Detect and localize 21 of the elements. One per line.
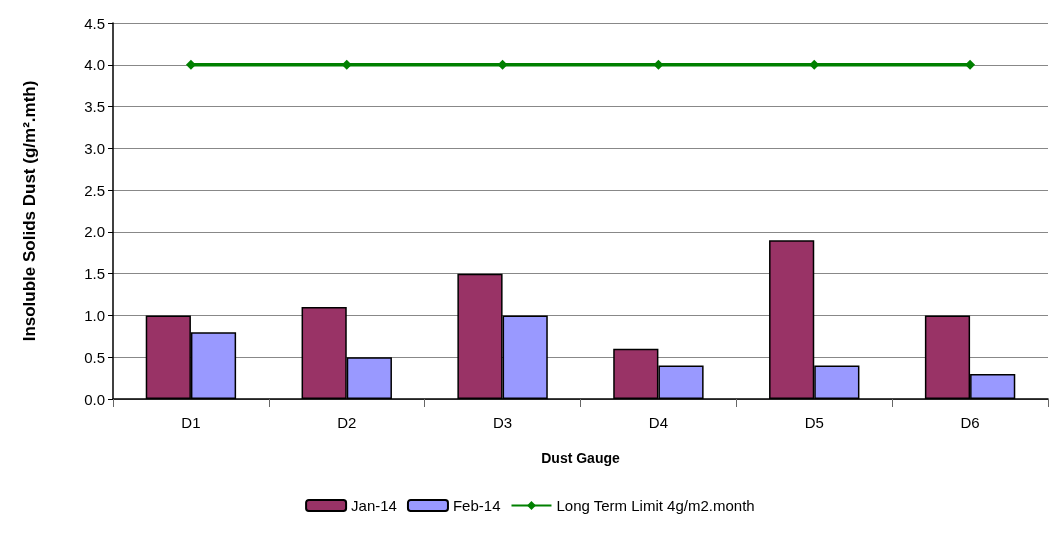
y-tick-label: 2.5 bbox=[84, 181, 105, 199]
y-tick-label: 3.0 bbox=[84, 139, 105, 157]
x-tick-label: D5 bbox=[804, 414, 824, 431]
x-tick-label: D2 bbox=[337, 414, 357, 431]
y-tick-label: 0.0 bbox=[84, 390, 105, 408]
y-tick-label: 1.5 bbox=[84, 265, 105, 283]
y-tick-label: 0.5 bbox=[84, 348, 105, 366]
x-tick-label: D1 bbox=[181, 414, 201, 431]
legend-label: Feb-14 bbox=[452, 497, 501, 514]
x-tick-label: D4 bbox=[648, 414, 669, 431]
y-tick-label: 4.5 bbox=[84, 14, 105, 32]
legend-label: Long Term Limit 4g/m2.month bbox=[556, 497, 755, 514]
x-tick-label: D3 bbox=[492, 414, 513, 431]
y-tick-label: 2.0 bbox=[84, 223, 105, 241]
y-axis-title: Insoluble Solids Dust (g/m².mth) bbox=[20, 80, 39, 342]
legend-label: Jan-14 bbox=[351, 497, 397, 514]
y-tick-label: 3.5 bbox=[84, 98, 105, 116]
y-tick-label: 4.0 bbox=[84, 56, 105, 74]
y-tick-label: 1.0 bbox=[84, 306, 105, 324]
x-tick-label: D6 bbox=[960, 414, 980, 431]
x-axis-title: Dust Gauge bbox=[541, 450, 620, 466]
